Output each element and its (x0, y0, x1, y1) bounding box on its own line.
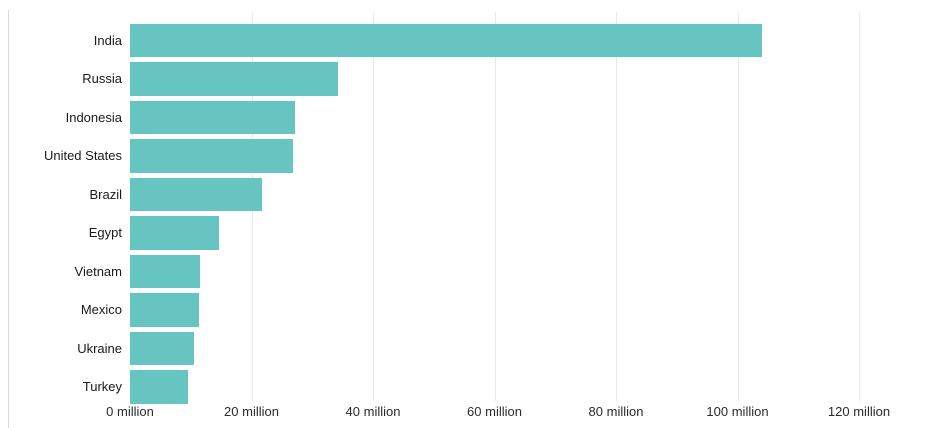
bar-united-states (130, 139, 293, 173)
x-axis-tick-label: 0 million (106, 404, 154, 419)
category-label-brazil: Brazil (89, 186, 122, 202)
bar-russia (130, 62, 338, 96)
x-axis-tick-label: 20 million (224, 404, 279, 419)
page-left-border (8, 10, 9, 428)
bar-indonesia (130, 100, 295, 134)
bar-brazil (130, 177, 263, 211)
category-label-turkey: Turkey (82, 379, 122, 394)
gridline-120m (859, 12, 860, 401)
bar-india (130, 23, 762, 57)
x-axis-tick-label: 60 million (467, 404, 522, 419)
category-label-mexico: Mexico (80, 302, 122, 317)
x-axis-tick-label: 80 million (588, 404, 644, 419)
x-axis-tick-label: 120 million (827, 404, 891, 419)
x-axis-tick-label: 100 million (706, 404, 769, 419)
category-label-ukraine: Ukraine (77, 340, 122, 356)
gridline-60m (494, 12, 496, 401)
bar-vietnam (130, 254, 201, 288)
category-label-russia: Russia (82, 71, 122, 86)
category-label-united-states: United States (43, 148, 122, 163)
category-label-egypt: Egypt (88, 225, 122, 240)
gridline-100m (737, 12, 739, 401)
bar-mexico (130, 293, 200, 327)
gridline-40m (373, 12, 374, 401)
gridline-80m (616, 12, 617, 401)
category-label-vietnam: Vietnam (74, 263, 122, 279)
bar-turkey (130, 370, 189, 404)
bar-ukraine (130, 331, 195, 365)
category-label-india: India (93, 32, 122, 48)
x-axis-tick-label: 40 million (345, 404, 401, 419)
bar-egypt (130, 216, 220, 250)
category-label-indonesia: Indonesia (65, 109, 122, 125)
